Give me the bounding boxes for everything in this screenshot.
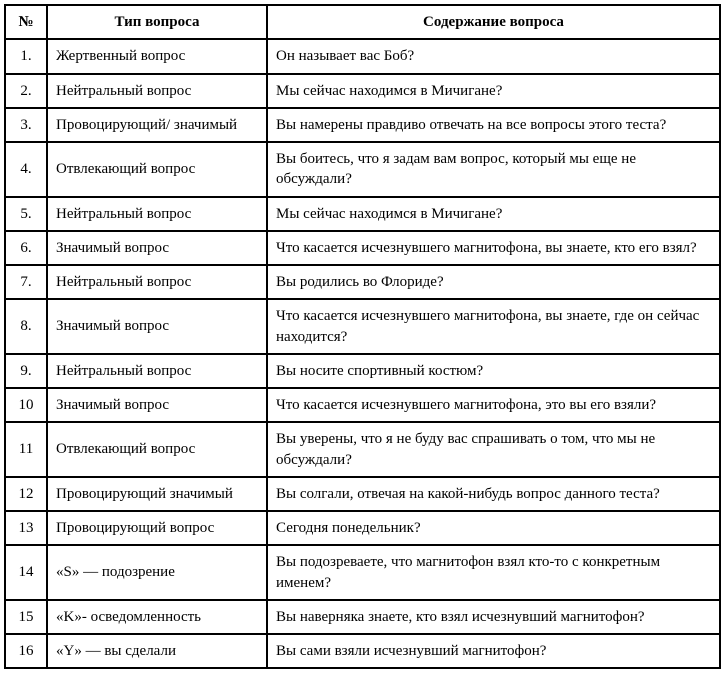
table-body: 1.Жертвенный вопросОн называет вас Боб?2…	[5, 39, 720, 668]
table-header-row: № Тип вопроса Содержание вопроса	[5, 5, 720, 39]
cell-type: Значимый вопрос	[47, 299, 267, 354]
cell-content: Вы носите спортивный костюм?	[267, 354, 720, 388]
table-row: 12Провоцирующий значимыйВы солгали, отве…	[5, 477, 720, 511]
cell-content: Вы сами взяли исчезнувший магнитофон?	[267, 634, 720, 668]
cell-type: Провоцирующий значимый	[47, 477, 267, 511]
cell-type: Значимый вопрос	[47, 388, 267, 422]
cell-number: 13	[5, 511, 47, 545]
table-row: 1.Жертвенный вопросОн называет вас Боб?	[5, 39, 720, 73]
cell-content: Он называет вас Боб?	[267, 39, 720, 73]
cell-type: Отвлекающий вопрос	[47, 422, 267, 477]
table-row: 14«S» — подозрениеВы подозреваете, что м…	[5, 545, 720, 600]
cell-type: «K»- осведомленность	[47, 600, 267, 634]
cell-number: 2.	[5, 74, 47, 108]
cell-type: Нейтральный вопрос	[47, 265, 267, 299]
table-row: 2.Нейтральный вопросМы сейчас находимся …	[5, 74, 720, 108]
cell-content: Вы наверняка знаете, кто взял исчезнувши…	[267, 600, 720, 634]
table-row: 10Значимый вопросЧто касается исчезнувше…	[5, 388, 720, 422]
cell-number: 4.	[5, 142, 47, 197]
table-row: 4.Отвлекающий вопросВы боитесь, что я за…	[5, 142, 720, 197]
table-row: 13Провоцирующий вопросСегодня понедельни…	[5, 511, 720, 545]
table-row: 9.Нейтральный вопросВы носите спортивный…	[5, 354, 720, 388]
cell-type: Нейтральный вопрос	[47, 354, 267, 388]
cell-type: «S» — подозрение	[47, 545, 267, 600]
cell-content: Вы боитесь, что я задам вам вопрос, кото…	[267, 142, 720, 197]
table-row: 8.Значимый вопросЧто касается исчезнувше…	[5, 299, 720, 354]
cell-content: Вы подозреваете, что магнитофон взял кто…	[267, 545, 720, 600]
cell-number: 10	[5, 388, 47, 422]
header-number: №	[5, 5, 47, 39]
cell-content: Вы солгали, отвечая на какой-нибудь вопр…	[267, 477, 720, 511]
cell-number: 9.	[5, 354, 47, 388]
cell-type: Значимый вопрос	[47, 231, 267, 265]
cell-content: Мы сейчас находимся в Мичигане?	[267, 74, 720, 108]
table-row: 3.Провоцирующий/ значимыйВы намерены пра…	[5, 108, 720, 142]
cell-type: Нейтральный вопрос	[47, 74, 267, 108]
table-row: 5.Нейтральный вопросМы сейчас находимся …	[5, 197, 720, 231]
table-row: 15«K»- осведомленностьВы наверняка знает…	[5, 600, 720, 634]
cell-content: Сегодня понедельник?	[267, 511, 720, 545]
header-content: Содержание вопроса	[267, 5, 720, 39]
cell-type: Провоцирующий вопрос	[47, 511, 267, 545]
header-type: Тип вопроса	[47, 5, 267, 39]
cell-type: Жертвенный вопрос	[47, 39, 267, 73]
cell-number: 14	[5, 545, 47, 600]
cell-content: Вы уверены, что я не буду вас спрашивать…	[267, 422, 720, 477]
table-row: 7.Нейтральный вопросВы родились во Флори…	[5, 265, 720, 299]
cell-number: 7.	[5, 265, 47, 299]
cell-number: 12	[5, 477, 47, 511]
cell-content: Что касается исчезнувшего магнитофона, э…	[267, 388, 720, 422]
cell-content: Что касается исчезнувшего магнитофона, в…	[267, 299, 720, 354]
cell-content: Мы сейчас находимся в Мичигане?	[267, 197, 720, 231]
cell-number: 15	[5, 600, 47, 634]
cell-content: Вы намерены правдиво отвечать на все воп…	[267, 108, 720, 142]
table-row: 16«Y» — вы сделалиВы сами взяли исчезнув…	[5, 634, 720, 668]
table-row: 6.Значимый вопросЧто касается исчезнувше…	[5, 231, 720, 265]
cell-type: «Y» — вы сделали	[47, 634, 267, 668]
cell-content: Вы родились во Флориде?	[267, 265, 720, 299]
cell-type: Провоцирующий/ значимый	[47, 108, 267, 142]
questions-table: № Тип вопроса Содержание вопроса 1.Жертв…	[4, 4, 721, 669]
cell-content: Что касается исчезнувшего магнитофона, в…	[267, 231, 720, 265]
cell-number: 8.	[5, 299, 47, 354]
cell-type: Нейтральный вопрос	[47, 197, 267, 231]
cell-type: Отвлекающий вопрос	[47, 142, 267, 197]
cell-number: 3.	[5, 108, 47, 142]
cell-number: 1.	[5, 39, 47, 73]
cell-number: 16	[5, 634, 47, 668]
cell-number: 11	[5, 422, 47, 477]
cell-number: 6.	[5, 231, 47, 265]
cell-number: 5.	[5, 197, 47, 231]
table-row: 11Отвлекающий вопросВы уверены, что я не…	[5, 422, 720, 477]
